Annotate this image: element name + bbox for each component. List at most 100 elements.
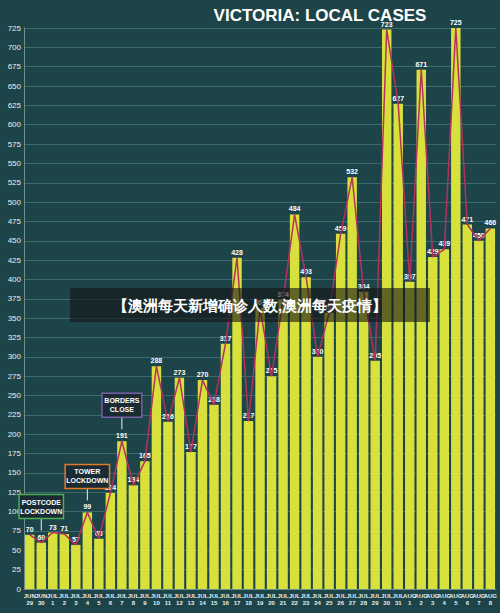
svg-text:JUL: JUL bbox=[243, 593, 255, 599]
svg-text:30: 30 bbox=[383, 600, 390, 606]
svg-text:21: 21 bbox=[280, 600, 287, 606]
svg-text:JUL: JUL bbox=[335, 593, 347, 599]
svg-text:JUL: JUL bbox=[185, 593, 197, 599]
svg-text:1: 1 bbox=[408, 600, 412, 606]
svg-text:JUL: JUL bbox=[300, 593, 312, 599]
svg-text:4: 4 bbox=[443, 600, 447, 606]
svg-text:JUL: JUL bbox=[208, 593, 220, 599]
svg-text:18: 18 bbox=[245, 600, 252, 606]
svg-text:31: 31 bbox=[395, 600, 402, 606]
svg-text:29: 29 bbox=[26, 600, 33, 606]
svg-text:175: 175 bbox=[8, 449, 22, 458]
svg-text:CLOSE: CLOSE bbox=[110, 406, 134, 413]
svg-text:484: 484 bbox=[289, 205, 301, 212]
svg-text:400: 400 bbox=[8, 275, 22, 284]
svg-text:【澳洲每天新增确诊人数,澳洲每天疫情】: 【澳洲每天新增确诊人数,澳洲每天疫情】 bbox=[113, 297, 387, 314]
svg-text:600: 600 bbox=[8, 120, 22, 129]
svg-text:POSTCODE: POSTCODE bbox=[22, 499, 62, 506]
svg-text:7: 7 bbox=[120, 600, 124, 606]
svg-text:575: 575 bbox=[8, 140, 22, 149]
svg-text:300: 300 bbox=[8, 352, 22, 361]
svg-text:TOWER: TOWER bbox=[74, 468, 100, 475]
svg-text:JUL: JUL bbox=[254, 593, 266, 599]
svg-text:466: 466 bbox=[485, 219, 497, 226]
svg-text:JUL: JUL bbox=[346, 593, 358, 599]
svg-text:24: 24 bbox=[314, 600, 321, 606]
svg-text:JUL: JUL bbox=[128, 593, 140, 599]
svg-text:275: 275 bbox=[8, 372, 22, 381]
svg-text:JUL: JUL bbox=[231, 593, 243, 599]
svg-text:JUL: JUL bbox=[370, 593, 382, 599]
svg-text:5: 5 bbox=[97, 600, 101, 606]
svg-text:JUL: JUL bbox=[220, 593, 232, 599]
svg-text:AUG: AUG bbox=[484, 593, 498, 599]
svg-text:225: 225 bbox=[8, 410, 22, 419]
svg-text:JUL: JUL bbox=[289, 593, 301, 599]
svg-text:2: 2 bbox=[63, 600, 67, 606]
svg-text:0: 0 bbox=[17, 585, 22, 594]
svg-text:625: 625 bbox=[8, 101, 22, 110]
svg-text:7: 7 bbox=[477, 600, 481, 606]
svg-text:30: 30 bbox=[38, 600, 45, 606]
svg-text:LOCKDOWN: LOCKDOWN bbox=[66, 477, 108, 484]
svg-text:350: 350 bbox=[8, 314, 22, 323]
svg-text:JUL: JUL bbox=[358, 593, 370, 599]
svg-text:JUL: JUL bbox=[116, 593, 128, 599]
svg-text:525: 525 bbox=[8, 178, 22, 187]
svg-text:288: 288 bbox=[151, 357, 163, 364]
svg-text:4: 4 bbox=[86, 600, 90, 606]
svg-text:8: 8 bbox=[132, 600, 136, 606]
svg-text:428: 428 bbox=[231, 249, 243, 256]
svg-text:250: 250 bbox=[8, 391, 22, 400]
svg-text:700: 700 bbox=[8, 43, 22, 52]
svg-text:1: 1 bbox=[51, 600, 55, 606]
svg-text:14: 14 bbox=[199, 600, 206, 606]
svg-text:JUL: JUL bbox=[277, 593, 289, 599]
svg-text:23: 23 bbox=[303, 600, 310, 606]
svg-text:71: 71 bbox=[60, 525, 68, 532]
svg-text:3: 3 bbox=[431, 600, 435, 606]
svg-text:JUL: JUL bbox=[93, 593, 105, 599]
svg-text:VICTORIA: LOCAL CASES: VICTORIA: LOCAL CASES bbox=[214, 6, 427, 25]
svg-text:10: 10 bbox=[153, 600, 160, 606]
svg-text:73: 73 bbox=[49, 524, 57, 531]
svg-text:JUN: JUN bbox=[24, 593, 36, 599]
svg-text:JUL: JUL bbox=[70, 593, 82, 599]
svg-text:25: 25 bbox=[326, 600, 333, 606]
svg-text:671: 671 bbox=[415, 61, 427, 68]
svg-text:JUL: JUL bbox=[381, 593, 393, 599]
svg-text:270: 270 bbox=[197, 371, 209, 378]
svg-text:22: 22 bbox=[291, 600, 298, 606]
svg-text:JUL: JUL bbox=[105, 593, 117, 599]
svg-text:29: 29 bbox=[372, 600, 379, 606]
svg-text:25: 25 bbox=[12, 565, 21, 574]
svg-text:3: 3 bbox=[74, 600, 78, 606]
svg-text:532: 532 bbox=[346, 168, 358, 175]
svg-text:425: 425 bbox=[8, 256, 22, 265]
svg-text:19: 19 bbox=[257, 600, 264, 606]
svg-text:11: 11 bbox=[165, 600, 172, 606]
svg-text:500: 500 bbox=[8, 198, 22, 207]
svg-text:675: 675 bbox=[8, 62, 22, 71]
svg-text:28: 28 bbox=[360, 600, 367, 606]
svg-text:26: 26 bbox=[337, 600, 344, 606]
svg-text:99: 99 bbox=[83, 503, 91, 510]
svg-text:6: 6 bbox=[466, 600, 470, 606]
svg-text:450: 450 bbox=[8, 236, 22, 245]
svg-text:JUL: JUL bbox=[323, 593, 335, 599]
svg-text:375: 375 bbox=[8, 294, 22, 303]
svg-text:191: 191 bbox=[116, 432, 128, 439]
svg-text:200: 200 bbox=[8, 430, 22, 439]
svg-text:725: 725 bbox=[8, 24, 22, 33]
svg-text:2: 2 bbox=[420, 600, 424, 606]
svg-text:8: 8 bbox=[489, 600, 493, 606]
svg-text:JUL: JUL bbox=[197, 593, 209, 599]
svg-text:16: 16 bbox=[222, 600, 229, 606]
svg-text:150: 150 bbox=[8, 468, 22, 477]
svg-text:325: 325 bbox=[8, 333, 22, 342]
svg-text:725: 725 bbox=[450, 19, 462, 26]
svg-text:50: 50 bbox=[12, 546, 21, 555]
svg-text:70: 70 bbox=[26, 526, 34, 533]
svg-text:JUL: JUL bbox=[151, 593, 163, 599]
svg-text:JUL: JUL bbox=[139, 593, 151, 599]
